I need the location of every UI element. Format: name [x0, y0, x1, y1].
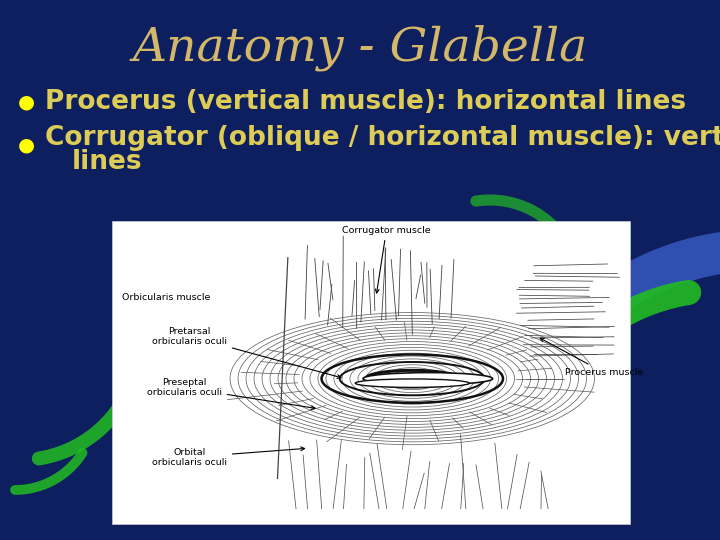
- Text: Corrugator muscle: Corrugator muscle: [342, 226, 431, 293]
- Text: Pretarsal
orbicularis oculi: Pretarsal orbicularis oculi: [152, 327, 341, 379]
- Text: Orbital
orbicularis oculi: Orbital orbicularis oculi: [152, 447, 305, 467]
- Text: Orbicularis muscle: Orbicularis muscle: [122, 293, 210, 301]
- Text: Preseptal
orbicularis oculi: Preseptal orbicularis oculi: [147, 378, 315, 409]
- Text: lines: lines: [72, 149, 143, 175]
- Bar: [112, 221, 630, 524]
- Text: Procerus (vertical muscle): horizontal lines: Procerus (vertical muscle): horizontal l…: [45, 89, 686, 115]
- Ellipse shape: [355, 379, 469, 387]
- Text: Corrugator (oblique / horizontal muscle): vertical: Corrugator (oblique / horizontal muscle)…: [45, 125, 720, 151]
- Text: Procerus muscle: Procerus muscle: [540, 338, 643, 377]
- Ellipse shape: [363, 373, 492, 384]
- Text: ●: ●: [18, 92, 35, 111]
- Text: ●: ●: [18, 136, 35, 154]
- Text: Anatomy - Glabella: Anatomy - Glabella: [132, 25, 588, 71]
